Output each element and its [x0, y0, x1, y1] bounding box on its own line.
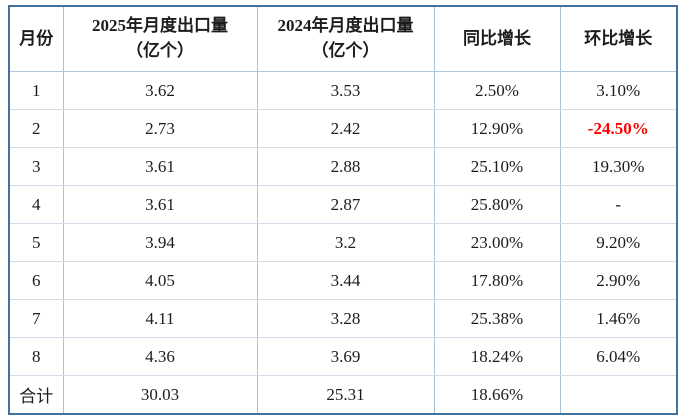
cell-total-mom-growth — [559, 375, 678, 414]
export-volume-table: 月份 2025年月度出口量 （亿个） 2024年月度出口量 （亿个） 同比增长 … — [8, 5, 678, 415]
cell-export-2024: 3.53 — [256, 71, 435, 110]
cell-total-export-2024: 25.31 — [256, 375, 435, 414]
cell-export-2025: 3.62 — [62, 71, 258, 110]
cell-export-2024: 3.44 — [256, 261, 435, 300]
table-row-month-8: 8 4.36 3.69 18.24% 6.04% — [8, 337, 678, 376]
header-export-2024-line2: （亿个） — [311, 41, 380, 60]
cell-month: 6 — [8, 261, 64, 300]
cell-yoy-growth: 25.38% — [433, 299, 561, 338]
table-row-month-4: 4 3.61 2.87 25.80% - — [8, 185, 678, 224]
cell-month: 4 — [8, 185, 64, 224]
cell-export-2025: 4.11 — [62, 299, 258, 338]
cell-month: 3 — [8, 147, 64, 186]
table-row-month-2: 2 2.73 2.42 12.90% -24.50% — [8, 109, 678, 148]
cell-total-label: 合计 — [8, 375, 64, 414]
cell-export-2025: 3.94 — [62, 223, 258, 262]
cell-mom-growth-negative: -24.50% — [559, 109, 678, 148]
cell-mom-growth: 3.10% — [559, 71, 678, 110]
cell-export-2024: 3.2 — [256, 223, 435, 262]
cell-month: 7 — [8, 299, 64, 338]
export-volume-table-container: 月份 2025年月度出口量 （亿个） 2024年月度出口量 （亿个） 同比增长 … — [8, 5, 678, 415]
table-row-total: 合计 30.03 25.31 18.66% — [8, 375, 678, 414]
cell-yoy-growth: 2.50% — [433, 71, 561, 110]
header-export-2024-line1: 2024年月度出口量 — [277, 16, 414, 36]
cell-export-2025: 2.73 — [62, 109, 258, 148]
cell-mom-growth: 2.90% — [559, 261, 678, 300]
cell-month: 1 — [8, 71, 64, 110]
cell-total-export-2025: 30.03 — [62, 375, 258, 414]
cell-mom-growth: 1.46% — [559, 299, 678, 338]
cell-yoy-growth: 18.24% — [433, 337, 561, 376]
table-row-month-1: 1 3.62 3.53 2.50% 3.10% — [8, 71, 678, 110]
table-body: 1 3.62 3.53 2.50% 3.10% 2 2.73 2.42 12.9… — [8, 71, 678, 414]
header-cell-month: 月份 — [8, 6, 64, 72]
cell-export-2025: 4.05 — [62, 261, 258, 300]
header-cell-export-2025: 2025年月度出口量 （亿个） — [62, 6, 258, 72]
table-row-month-7: 7 4.11 3.28 25.38% 1.46% — [8, 299, 678, 338]
header-cell-yoy-growth: 同比增长 — [433, 6, 561, 72]
cell-mom-growth: - — [559, 185, 678, 224]
cell-mom-growth: 9.20% — [559, 223, 678, 262]
header-export-2025-line2: （亿个） — [126, 41, 194, 60]
cell-export-2024: 3.69 — [256, 337, 435, 376]
table-row-month-5: 5 3.94 3.2 23.00% 9.20% — [8, 223, 678, 262]
cell-month: 5 — [8, 223, 64, 262]
table-row-month-6: 6 4.05 3.44 17.80% 2.90% — [8, 261, 678, 300]
cell-yoy-growth: 23.00% — [433, 223, 561, 262]
cell-month: 8 — [8, 337, 64, 376]
header-export-2025-line1: 2025年月度出口量 — [92, 16, 228, 36]
cell-total-yoy-growth: 18.66% — [433, 375, 561, 414]
cell-export-2024: 2.87 — [256, 185, 435, 224]
cell-yoy-growth: 25.10% — [433, 147, 561, 186]
cell-mom-growth: 6.04% — [559, 337, 678, 376]
cell-export-2025: 3.61 — [62, 185, 258, 224]
cell-export-2024: 2.42 — [256, 109, 435, 148]
cell-yoy-growth: 25.80% — [433, 185, 561, 224]
cell-export-2025: 4.36 — [62, 337, 258, 376]
table-row-month-3: 3 3.61 2.88 25.10% 19.30% — [8, 147, 678, 186]
header-cell-export-2024: 2024年月度出口量 （亿个） — [256, 6, 435, 72]
cell-yoy-growth: 12.90% — [433, 109, 561, 148]
cell-export-2024: 3.28 — [256, 299, 435, 338]
cell-export-2024: 2.88 — [256, 147, 435, 186]
cell-yoy-growth: 17.80% — [433, 261, 561, 300]
table-header: 月份 2025年月度出口量 （亿个） 2024年月度出口量 （亿个） 同比增长 … — [8, 6, 678, 72]
cell-export-2025: 3.61 — [62, 147, 258, 186]
header-row: 月份 2025年月度出口量 （亿个） 2024年月度出口量 （亿个） 同比增长 … — [8, 6, 678, 72]
cell-mom-growth: 19.30% — [559, 147, 678, 186]
cell-month: 2 — [8, 109, 64, 148]
header-cell-mom-growth: 环比增长 — [559, 6, 678, 72]
